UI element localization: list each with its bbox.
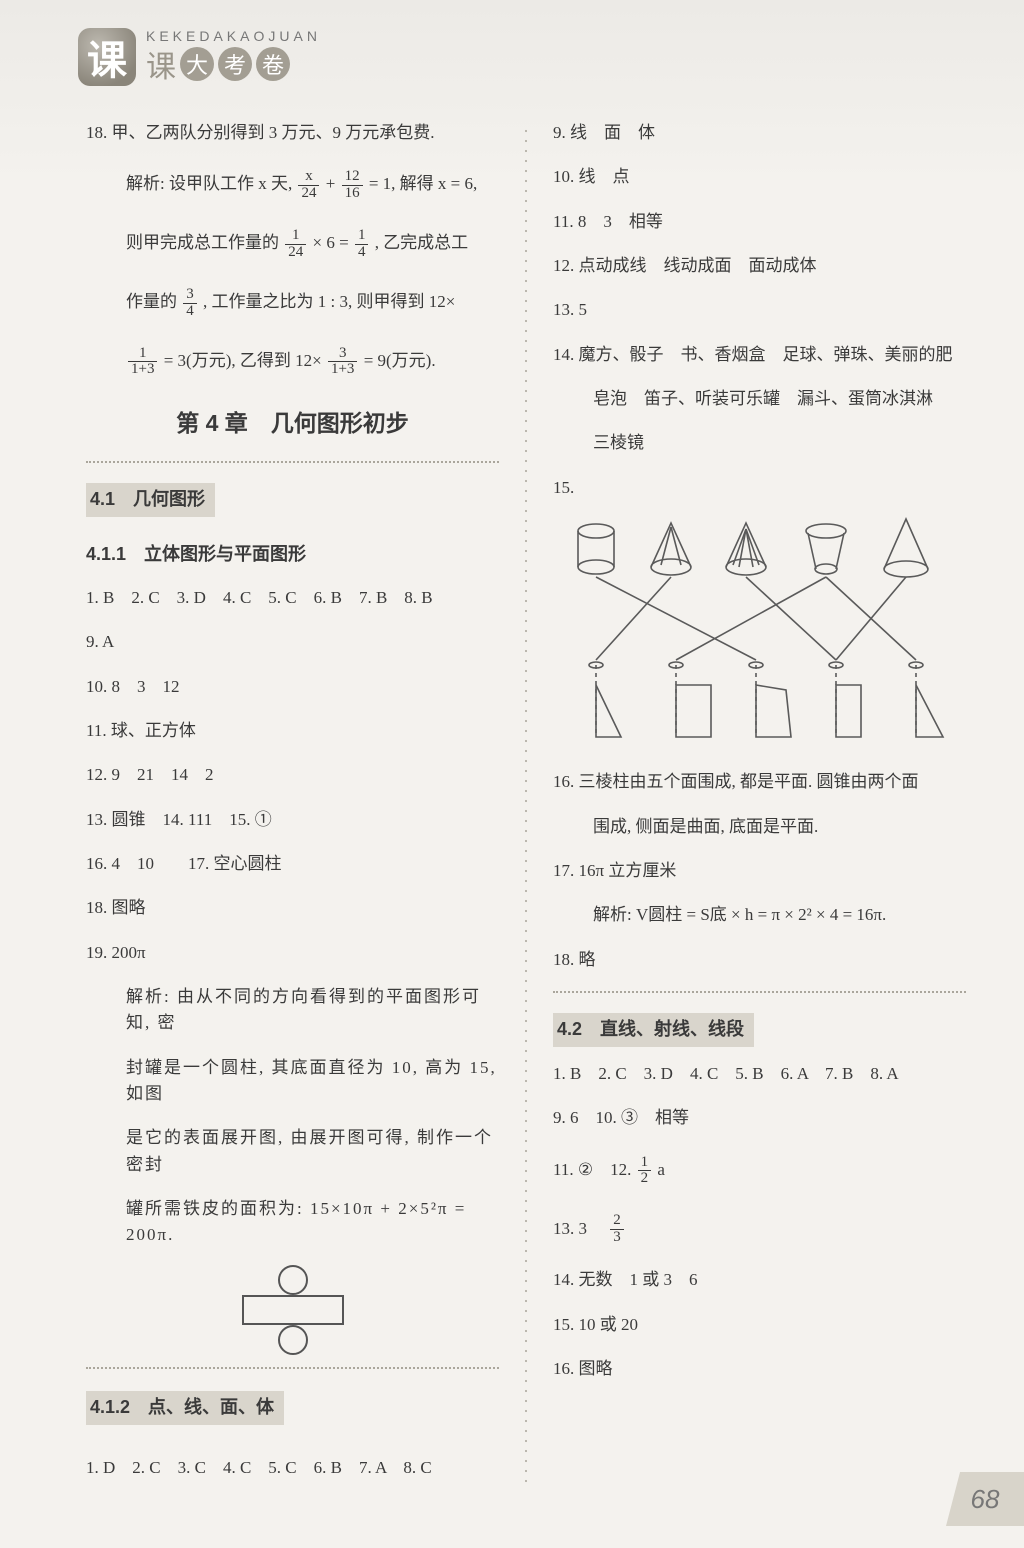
q18-line1-text: 解析: 设甲队工作 x 天, [126, 174, 296, 193]
sec-411-title: 4.1.1 立体图形与平面图形 [86, 541, 499, 569]
ans-411-11: 11. 球、正方体 [86, 718, 499, 744]
ans-42-1112: 11. ② 12. 12 a [553, 1150, 966, 1191]
frac-x-24: x24 [298, 169, 319, 202]
q18-line4: 11+3 = 3(万元), 乙得到 12× 31+3 = 9(万元). [86, 341, 499, 382]
ans-411-expl1: 解析: 由从不同的方向看得到的平面图形可知, 密 [86, 984, 499, 1037]
frac-1-1p3: 11+3 [128, 346, 157, 379]
matching-figure [561, 515, 951, 745]
net-rect [242, 1295, 344, 1325]
left-column: 18. 甲、乙两队分别得到 3 万元、9 万元承包费. 解析: 设甲队工作 x … [76, 120, 525, 1488]
dotted-rule-3 [553, 991, 966, 993]
ans-411-expl3: 是它的表面展开图, 由展开图可得, 制作一个密封 [86, 1125, 499, 1178]
net-circle-top [278, 1265, 308, 1295]
frac-2-3: 23 [610, 1213, 624, 1246]
q18-line2-text: 则甲完成总工作量的 [126, 233, 283, 252]
cylinder-net-figure [86, 1267, 499, 1353]
dotted-rule-2 [86, 1367, 499, 1369]
logo-pill-1: 大 [180, 47, 214, 81]
ans-42-910: 9. 6 10. ③ 相等 [553, 1105, 966, 1131]
q18-line3-text: 作量的 [126, 292, 181, 311]
ans-412-row1: 1. D 2. C 3. C 4. C 5. C 6. B 7. A 8. C [86, 1455, 499, 1481]
r-12: 12. 点动成线 线动成面 面动成体 [553, 253, 966, 279]
frac-12-16: 1216 [342, 169, 363, 202]
r-17: 17. 16π 立方厘米 [553, 858, 966, 884]
logo-pill-2: 考 [218, 47, 252, 81]
logo-main-char: 课 [78, 28, 136, 86]
ans-42-13-lead: 13. 3 [553, 1219, 604, 1238]
chapter-title: 第 4 章 几何图形初步 [86, 406, 499, 442]
r-14b: 皂泡 笛子、听装可乐罐 漏斗、蛋筒冰淇淋 [553, 386, 966, 412]
q18-line4-text: = 3(万元), 乙得到 12× [164, 351, 322, 370]
frac-1-2: 12 [638, 1155, 652, 1188]
ans-411-row1: 1. B 2. C 3. D 4. C 5. C 6. B 7. B 8. B [86, 585, 499, 611]
r-11: 11. 8 3 相等 [553, 209, 966, 235]
page-header: 课 KEKEDAKAOJUAN 课 大 考 卷 [78, 28, 321, 86]
right-column: 9. 线 面 体 10. 线 点 11. 8 3 相等 12. 点动成线 线动成… [527, 120, 984, 1488]
dotted-rule-1 [86, 461, 499, 463]
r-15-label: 15. [553, 475, 966, 501]
ans-411-131415: 13. 圆锥 14. 111 15. ① [86, 807, 499, 833]
sec-412-title: 4.1.2 点、线、面、体 [86, 1391, 284, 1425]
ans-42-12-tail: a [657, 1160, 665, 1179]
sec-42-title: 4.2 直线、射线、线段 [553, 1013, 754, 1047]
r-13: 13. 5 [553, 297, 966, 323]
r-10: 10. 线 点 [553, 164, 966, 190]
q18-line2: 则甲完成总工作量的 124 × 6 = 14 , 乙完成总工 [86, 223, 499, 264]
ans-411-expl4: 罐所需铁皮的面积为: 15×10π + 2×5²π = 200π. [86, 1196, 499, 1249]
frac-1-4: 14 [355, 228, 369, 261]
ans-411-1617: 16. 4 10 17. 空心圆柱 [86, 851, 499, 877]
net-circle-bottom [278, 1325, 308, 1355]
ans-411-18: 18. 图略 [86, 895, 499, 921]
logo-sub: KEKEDAKAOJUAN 课 大 考 卷 [146, 28, 321, 86]
logo-pill-3: 卷 [256, 47, 290, 81]
r-17-expl: 解析: V圆柱 = S底 × h = π × 2² × 4 = 16π. [553, 902, 966, 928]
ans-42-11-lead: 11. ② 12. [553, 1160, 636, 1179]
logo-small-char: 课 [146, 42, 176, 86]
frac-3-4: 34 [183, 287, 197, 320]
ans-42-16: 16. 图略 [553, 1356, 966, 1382]
ans-411-10: 10. 8 3 12 [86, 674, 499, 700]
r-14a: 14. 魔方、骰子 书、香烟盒 足球、弹珠、美丽的肥 [553, 342, 966, 368]
r-16a: 16. 三棱柱由五个面围成, 都是平面. 圆锥由两个面 [553, 769, 966, 795]
content-wrapper: 18. 甲、乙两队分别得到 3 万元、9 万元承包费. 解析: 设甲队工作 x … [76, 120, 984, 1488]
r-18: 18. 略 [553, 947, 966, 973]
ans-42-14: 14. 无数 1 或 3 6 [553, 1267, 966, 1293]
q18-line3: 作量的 34 , 工作量之比为 1 : 3, 则甲得到 12× [86, 282, 499, 323]
ans-42-row1: 1. B 2. C 3. D 4. C 5. B 6. A 7. B 8. A [553, 1061, 966, 1087]
q18-line1: 解析: 设甲队工作 x 天, x24 + 1216 = 1, 解得 x = 6, [86, 164, 499, 205]
sec-41-title: 4.1 几何图形 [86, 483, 215, 517]
ans-42-13: 13. 3 23 [553, 1209, 966, 1250]
page-number: 68 [971, 1484, 1000, 1515]
ans-411-expl2: 封罐是一个圆柱, 其底面直径为 10, 高为 15, 如图 [86, 1055, 499, 1108]
frac-3-1p3: 31+3 [328, 346, 357, 379]
r-16b: 围成, 侧面是曲面, 底面是平面. [553, 814, 966, 840]
r-9: 9. 线 面 体 [553, 120, 966, 146]
frac-1-24: 124 [285, 228, 306, 261]
r-14c: 三棱镜 [553, 430, 966, 456]
q18-head: 18. 甲、乙两队分别得到 3 万元、9 万元承包费. [86, 120, 499, 146]
ans-411-19: 19. 200π [86, 940, 499, 966]
ans-411-12: 12. 9 21 14 2 [86, 762, 499, 788]
ans-42-15: 15. 10 或 20 [553, 1312, 966, 1338]
ans-411-9: 9. A [86, 629, 499, 655]
